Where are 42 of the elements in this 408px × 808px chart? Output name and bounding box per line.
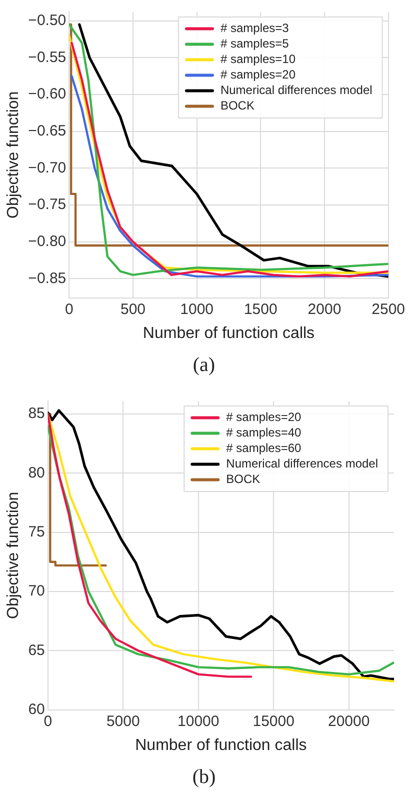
x-tick-label: 20000 (328, 712, 370, 730)
y-tick-label: 70 (28, 582, 45, 600)
y-tick-label: 75 (28, 523, 45, 540)
legend-label: # samples=20 (226, 410, 302, 424)
x-tick-label: 1000 (180, 300, 214, 318)
x-tick-label: 1500 (244, 300, 278, 318)
y-tick-label: −0.85 (28, 270, 66, 287)
y-tick-label: 65 (28, 642, 45, 659)
x-tick-label: 5000 (106, 712, 140, 730)
x-tick-label: 0 (44, 712, 52, 730)
legend-label: # samples=10 (220, 52, 296, 66)
y-tick-label: −0.50 (28, 12, 66, 29)
legend-label: # samples=40 (226, 426, 302, 440)
text: (b) (191, 765, 217, 790)
legend-label: BOCK (220, 98, 254, 113)
y-tick-label: −0.65 (28, 122, 66, 140)
y-tick-label: −0.60 (28, 86, 66, 103)
y-tick-label: 80 (28, 464, 45, 482)
legend-label: # samples=3 (220, 21, 290, 36)
y-axis-title: Objective function (5, 91, 22, 218)
legend-label: Numerical differences model (220, 83, 372, 98)
y-tick-label: 85 (28, 405, 45, 422)
x-tick-label: 2500 (372, 300, 406, 318)
legend-label: BOCK (226, 472, 260, 486)
x-tick-label: 15000 (252, 712, 294, 730)
y-tick-label: −0.70 (28, 159, 66, 176)
y-tick-label: 60 (28, 700, 45, 718)
x-tick-label: 10000 (178, 712, 220, 730)
y-tick-label: −0.55 (28, 48, 66, 66)
x-axis-title: Number of function calls (135, 736, 307, 754)
y-tick-label: −0.75 (28, 196, 66, 214)
text: (a) (192, 353, 216, 378)
x-tick-label: 0 (64, 300, 74, 318)
x-tick-label: 500 (120, 300, 146, 318)
legend-label: # samples=20 (220, 68, 296, 82)
legend-label: Numerical differences model (226, 456, 378, 471)
x-tick-label: 2000 (308, 300, 342, 318)
legend-label: # samples=5 (220, 36, 290, 51)
y-tick-label: −0.80 (28, 232, 66, 250)
y-axis-title: Objective function (5, 492, 22, 619)
legend-label: # samples=60 (226, 441, 302, 456)
x-axis-title: Number of function calls (142, 324, 315, 342)
